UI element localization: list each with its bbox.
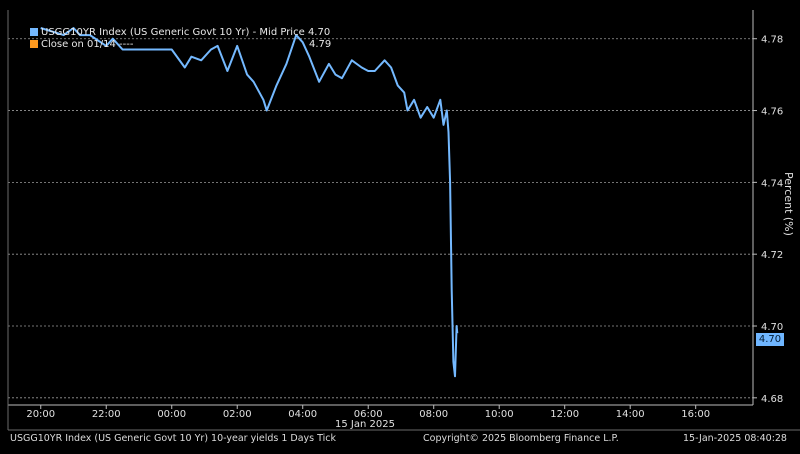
x-date-label: 15 Jan 2025 <box>335 419 395 430</box>
x-tick-label: 02:00 <box>223 409 252 420</box>
y-tick-label: 4.72 <box>761 250 783 261</box>
x-tick-label: 08:00 <box>419 409 448 420</box>
legend-close-swatch <box>30 40 38 48</box>
y-tick-label: 4.74 <box>761 178 783 189</box>
x-tick-label: 22:00 <box>92 409 121 420</box>
footer-timestamp: 15-Jan-2025 08:40:28 <box>683 433 787 444</box>
x-tick-label: 10:00 <box>485 409 514 420</box>
x-tick-labels: 20:00 22:00 00:00 02:00 04:00 06:00 08:00 10:00… <box>26 405 710 420</box>
peak-value-label: 4.79 <box>309 39 332 50</box>
footer-description: USGG10YR Index (US Generic Govt 10 Yr) 1… <box>10 433 337 444</box>
y-tick-label: 4.70 <box>761 322 783 333</box>
series-line-usgg10yr <box>40 27 459 378</box>
x-tick-label: 12:00 <box>550 409 579 420</box>
y-tick-label: 4.68 <box>761 394 783 405</box>
x-tick-label: 00:00 <box>157 409 186 420</box>
gridlines <box>8 38 753 399</box>
last-value-tag: 4.70 <box>756 333 784 346</box>
legend-series-last: 4.70 <box>307 27 331 38</box>
y-tick-label: 4.76 <box>761 107 783 118</box>
x-tick-label: 20:00 <box>26 409 55 420</box>
y-axis-title: Percent (%) <box>782 172 795 236</box>
legend-series-swatch <box>30 28 38 36</box>
footer-copyright: Copyright© 2025 Bloomberg Finance L.P. <box>423 433 619 444</box>
legend-close-label: Close on 01/14 ---- <box>41 39 134 50</box>
y-tick-label: 4.78 <box>761 35 783 46</box>
legend-series: USGG10YR Index (US Generic Govt 10 Yr) -… <box>30 27 330 38</box>
x-tick-label: 06:00 <box>354 409 383 420</box>
legend-close: Close on 01/14 ---- <box>30 39 134 50</box>
x-tick-label: 16:00 <box>681 409 710 420</box>
x-tick-label: 04:00 <box>288 409 317 420</box>
x-tick-label: 14:00 <box>616 409 645 420</box>
legend-series-label: USGG10YR Index (US Generic Govt 10 Yr) -… <box>41 27 305 38</box>
y-tick-labels: 4.68 4.70 4.72 4.74 4.76 4.78 <box>753 35 783 405</box>
